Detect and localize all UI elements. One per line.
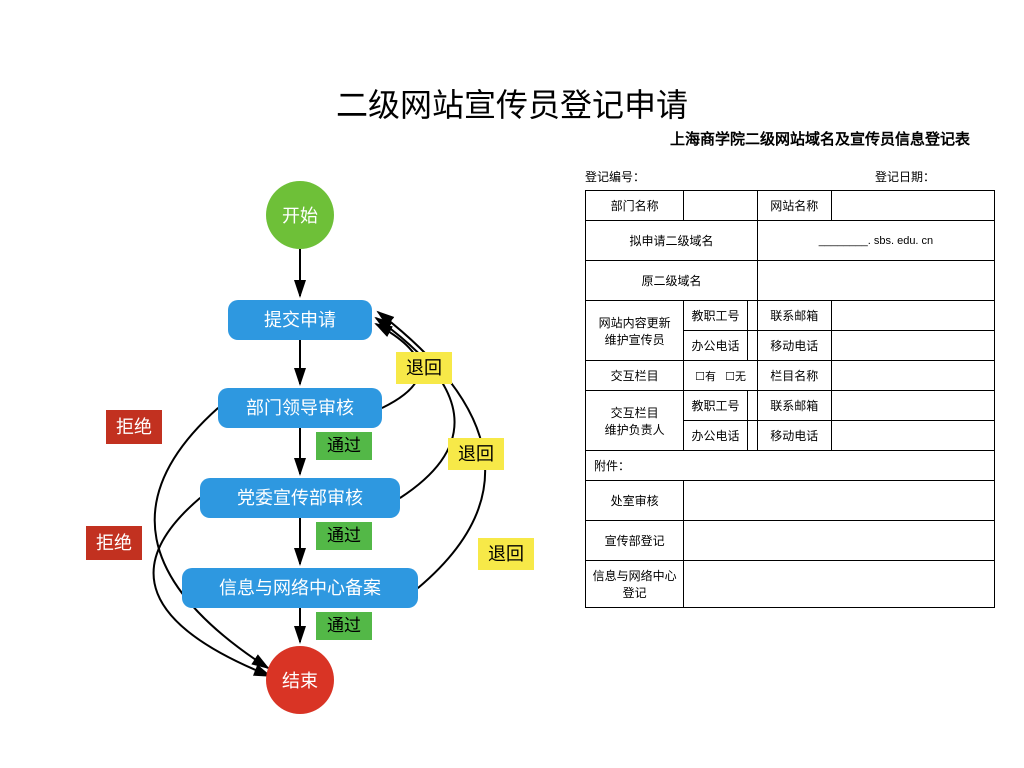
info-reg-value xyxy=(684,561,995,608)
reject2-label: 拒绝 xyxy=(86,526,142,560)
svg-text:拒绝: 拒绝 xyxy=(116,417,152,437)
svg-text:退回: 退回 xyxy=(458,444,494,464)
svg-text:提交申请: 提交申请 xyxy=(264,310,336,330)
site-name-value xyxy=(831,191,994,221)
dept-name-value xyxy=(684,191,758,221)
svg-text:开始: 开始 xyxy=(282,206,318,226)
office-phone-value2 xyxy=(747,421,757,451)
mobile-label2: 移动电话 xyxy=(757,421,831,451)
page-title: 二级网站宣传员登记申请 xyxy=(0,80,1024,126)
svg-text:退回: 退回 xyxy=(406,358,442,378)
submit-node: 提交申请 xyxy=(228,300,372,340)
reg-id-label: 登记编号： xyxy=(585,168,645,185)
return3-label: 退回 xyxy=(478,538,534,570)
svg-text:通过: 通过 xyxy=(327,526,361,545)
form-title: 上海商学院二级网站域名及宣传员信息登记表 xyxy=(650,128,990,149)
dept-review-node: 部门领导审核 xyxy=(218,388,382,428)
reject1-label: 拒绝 xyxy=(106,410,162,444)
end-node: 结束 xyxy=(266,646,334,714)
svg-text:党委宣传部审核: 党委宣传部审核 xyxy=(237,488,363,508)
email-value2 xyxy=(831,391,994,421)
svg-text:通过: 通过 xyxy=(327,436,361,455)
apply-domain-label: 拟申请二级域名 xyxy=(586,221,758,261)
col-name-value xyxy=(831,361,994,391)
site-name-label: 网站名称 xyxy=(757,191,831,221)
email-label2: 联系邮箱 xyxy=(757,391,831,421)
dept-name-label: 部门名称 xyxy=(586,191,684,221)
svg-text:部门领导审核: 部门领导审核 xyxy=(246,398,354,418)
svg-text:结束: 结束 xyxy=(282,671,318,691)
svg-text:退回: 退回 xyxy=(488,544,524,564)
info-center-node: 信息与网络中心备案 xyxy=(182,568,418,608)
form-header: 登记编号： 登记日期： xyxy=(585,168,995,185)
staff-id-value2 xyxy=(747,391,757,421)
staff-id-label: 教职工号 xyxy=(684,301,748,331)
office-phone-label2: 办公电话 xyxy=(684,421,748,451)
dept-audit-value xyxy=(684,481,995,521)
svg-text:信息与网络中心备案: 信息与网络中心备案 xyxy=(219,578,381,598)
mobile-value2 xyxy=(831,421,994,451)
registration-form-table: 部门名称 网站名称 拟申请二级域名 ________. sbs. edu. cn… xyxy=(585,190,995,608)
email-label: 联系邮箱 xyxy=(757,301,831,331)
mobile-label: 移动电话 xyxy=(757,331,831,361)
interactive-col-label: 交互栏目 xyxy=(586,361,684,391)
dept-audit-label: 处室审核 xyxy=(586,481,684,521)
office-phone-value xyxy=(747,331,757,361)
interactive-maintainer-label: 交互栏目 维护负责人 xyxy=(586,391,684,451)
return2-label: 退回 xyxy=(448,438,504,470)
svg-text:通过: 通过 xyxy=(327,616,361,635)
pass3-label: 通过 xyxy=(316,612,372,640)
domain-suffix: ________. sbs. edu. cn xyxy=(757,221,994,261)
col-name-label: 栏目名称 xyxy=(757,361,831,391)
content-updater-label: 网站内容更新 维护宣传员 xyxy=(586,301,684,361)
pub-reg-value xyxy=(684,521,995,561)
start-node: 开始 xyxy=(266,181,334,249)
pass1-label: 通过 xyxy=(316,432,372,460)
orig-domain-value xyxy=(757,261,994,301)
mobile-value xyxy=(831,331,994,361)
staff-id-value xyxy=(747,301,757,331)
flowchart: 通过 通过 通过 开始 提交申请 部门领导审核 党委宣传部审核 信息与网络中心备… xyxy=(60,160,580,730)
pub-reg-label: 宣传部登记 xyxy=(586,521,684,561)
party-review-node: 党委宣传部审核 xyxy=(200,478,400,518)
orig-domain-label: 原二级域名 xyxy=(586,261,758,301)
return1-label: 退回 xyxy=(396,352,452,384)
reg-date-label: 登记日期： xyxy=(875,168,935,185)
attachment-label: 附件： xyxy=(586,451,995,481)
svg-text:拒绝: 拒绝 xyxy=(96,533,132,553)
pass2-label: 通过 xyxy=(316,522,372,550)
info-reg-label: 信息与网络中心 登记 xyxy=(586,561,684,608)
staff-id-label2: 教职工号 xyxy=(684,391,748,421)
office-phone-label: 办公电话 xyxy=(684,331,748,361)
interactive-options: ☐有 ☐无 xyxy=(684,361,758,391)
email-value xyxy=(831,301,994,331)
